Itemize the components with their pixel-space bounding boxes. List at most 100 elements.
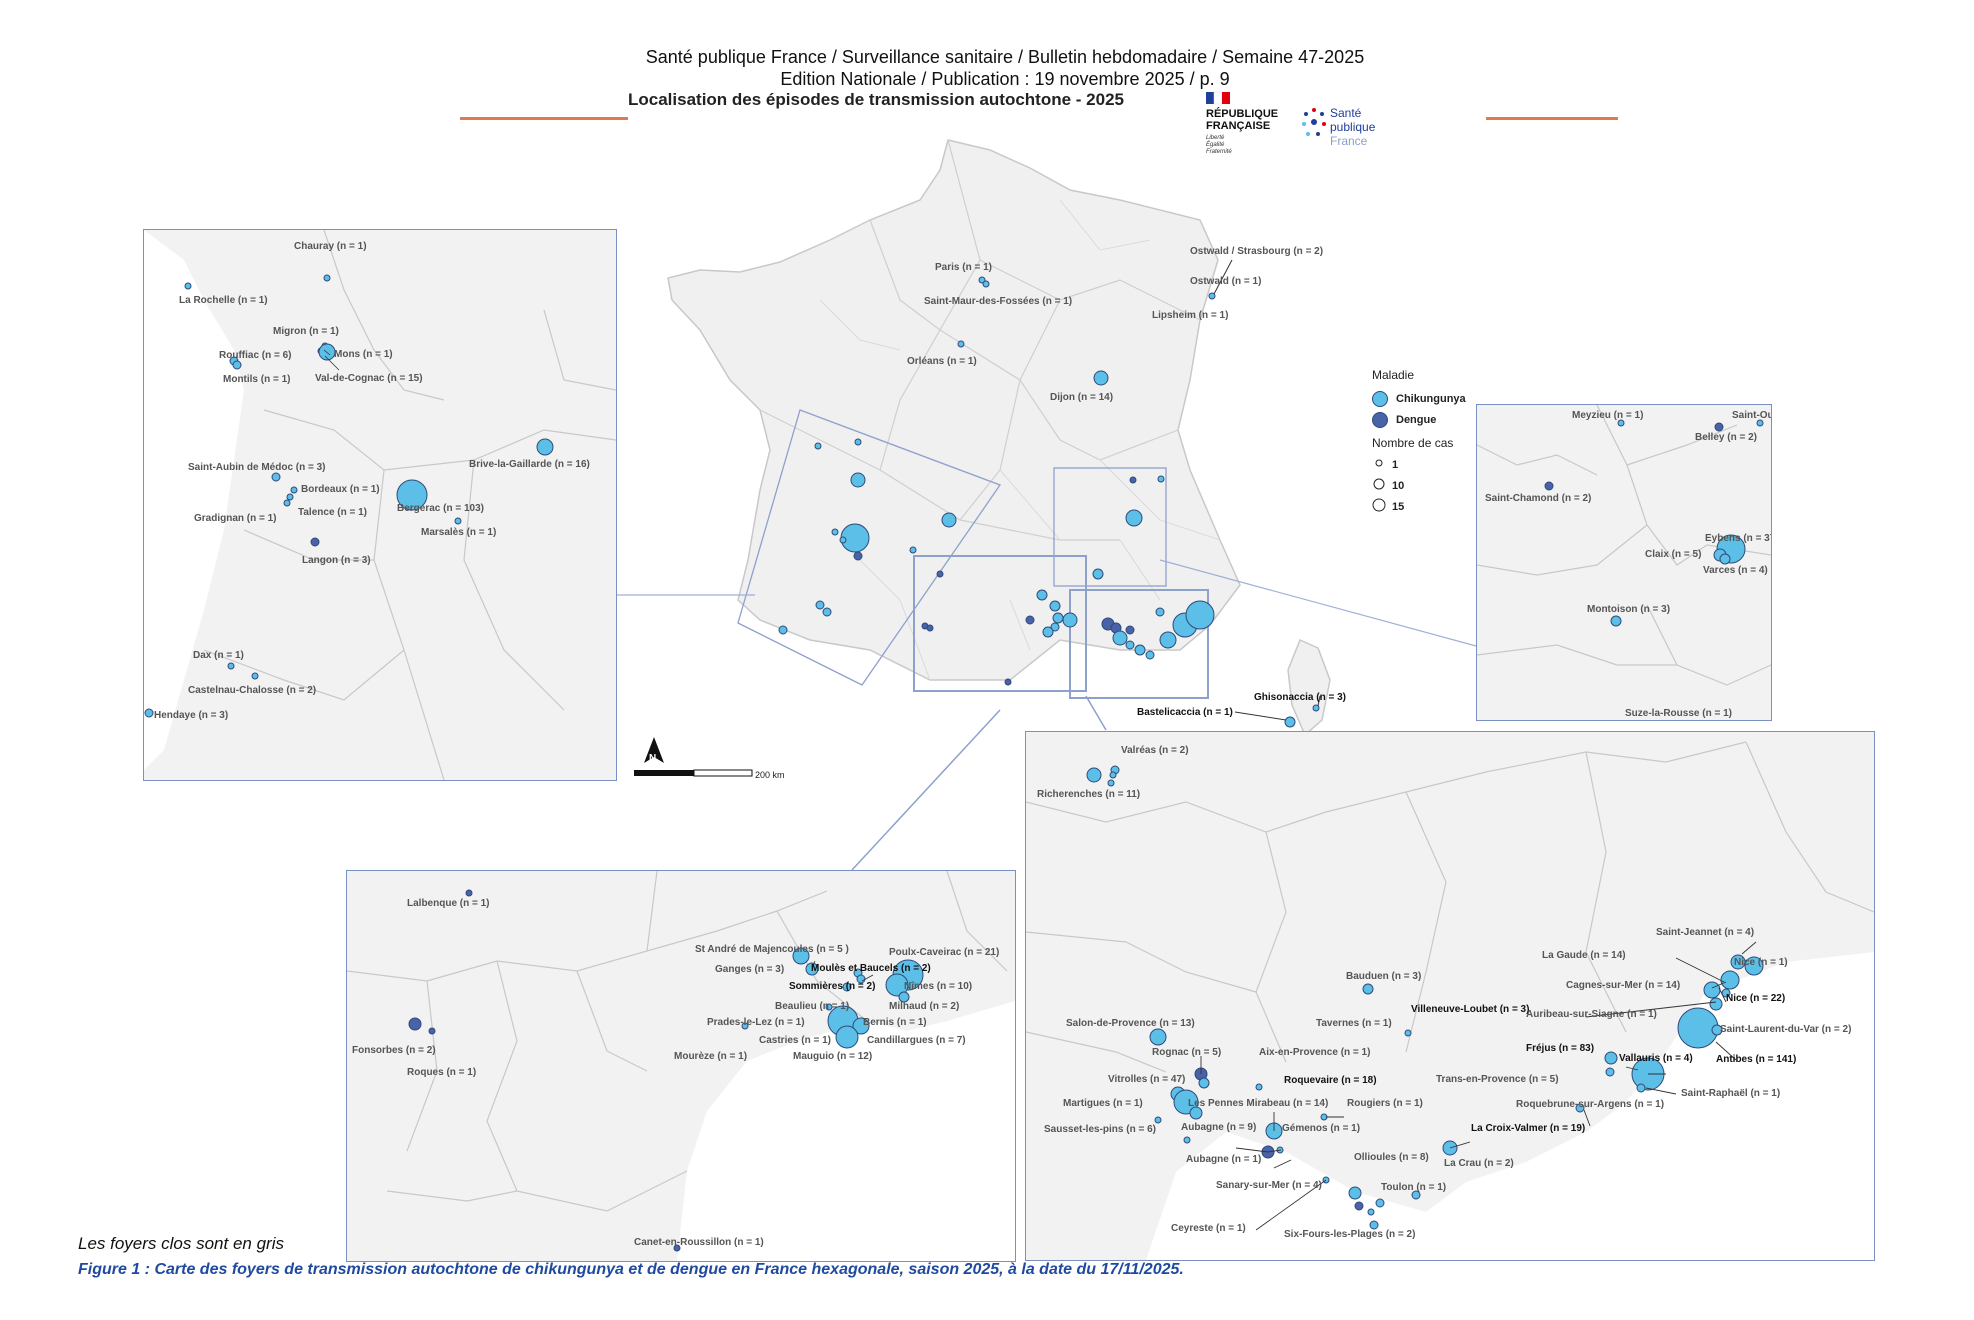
sante-publique-france-logo: Santé publique France bbox=[1300, 104, 1390, 150]
point-dengue bbox=[1354, 1201, 1364, 1211]
point-chik bbox=[852, 1017, 870, 1035]
label-les-pennes: Les Pennes Mirabeau (n = 14) bbox=[1188, 1098, 1329, 1109]
label-gradignan: Gradignan (n = 1) bbox=[194, 513, 277, 524]
legend-title-disease: Maladie bbox=[1372, 368, 1415, 382]
label-milhaud: Milhaud (n = 2) bbox=[889, 1001, 960, 1012]
label-leader bbox=[1625, 1066, 1639, 1071]
label-leader bbox=[1675, 957, 1725, 983]
point-chik bbox=[227, 662, 235, 670]
label-saint-maur: Saint-Maur-des-Fossées (n = 1) bbox=[924, 296, 1073, 307]
label-leader bbox=[1585, 1001, 1717, 1018]
legend-item-dengue: Dengue bbox=[1372, 409, 1466, 430]
inset-frame-sud-ouest bbox=[737, 409, 1002, 686]
point-chik bbox=[1255, 1083, 1263, 1091]
label-leader bbox=[1317, 695, 1321, 707]
label-rougiers: Rougiers (n = 1) bbox=[1347, 1098, 1423, 1109]
label-saint-raphael: Saint-Raphaël (n = 1) bbox=[1681, 1088, 1781, 1099]
label-roquebrune: Roquebrune-sur-Argens (n = 1) bbox=[1516, 1099, 1665, 1110]
point-chik bbox=[184, 282, 192, 290]
label-suze: Suze-la-Rousse (n = 1) bbox=[1625, 708, 1732, 719]
sud-ouest-map bbox=[144, 230, 616, 780]
point-chik bbox=[1636, 1083, 1646, 1093]
point-chik bbox=[909, 546, 917, 554]
label-dijon: Dijon (n = 14) bbox=[1050, 392, 1114, 403]
point-chik bbox=[1154, 1116, 1162, 1124]
point-chik bbox=[1617, 419, 1625, 427]
label-valreas: Valréas (n = 2) bbox=[1121, 745, 1189, 756]
label-la-gaude: La Gaude (n = 14) bbox=[1542, 950, 1626, 961]
point-chik bbox=[885, 973, 909, 997]
label-gemenos: Gémenos (n = 1) bbox=[1282, 1123, 1361, 1134]
label-meyzieu: Meyzieu (n = 1) bbox=[1572, 410, 1644, 421]
legend-size-10: 10 bbox=[1372, 475, 1466, 496]
label-ostwald-strasbourg: Ostwald / Strasbourg (n = 2) bbox=[1190, 246, 1324, 257]
france-outline bbox=[667, 139, 1331, 737]
point-chik bbox=[1312, 704, 1320, 712]
point-chik bbox=[982, 280, 990, 288]
label-vallauris: Vallauris (n = 4) bbox=[1619, 1053, 1693, 1064]
point-chik bbox=[1369, 1220, 1379, 1230]
point-chik bbox=[1719, 553, 1731, 565]
label-leader bbox=[1583, 1109, 1591, 1127]
label-leader bbox=[1267, 1149, 1282, 1153]
label-villeneuve: Villeneuve-Loubet (n = 3) bbox=[1411, 1004, 1530, 1015]
point-chik bbox=[1605, 1067, 1615, 1077]
label-six-fours: Six-Fours-les-Plages (n = 2) bbox=[1284, 1229, 1416, 1240]
chik-swatch bbox=[1372, 390, 1388, 407]
spf-line3: France bbox=[1330, 134, 1368, 148]
label-belley: Belley (n = 2) bbox=[1695, 432, 1757, 443]
rf-motto3: Fraternité bbox=[1206, 149, 1232, 155]
point-dengue bbox=[853, 551, 863, 561]
header-line1: Santé publique France / Surveillance san… bbox=[645, 47, 1365, 67]
dengue-swatch bbox=[1372, 411, 1388, 428]
spf-line1: Santé bbox=[1330, 106, 1362, 120]
title-rule-right bbox=[1486, 117, 1618, 120]
north-label: N bbox=[649, 753, 657, 764]
legend: Maladie Chikungunya Dengue Nombre de cas… bbox=[1372, 368, 1466, 517]
rf-line2: FRANÇAISE bbox=[1206, 120, 1271, 132]
point-chik bbox=[1575, 1103, 1585, 1113]
rf-motto2: Égalité bbox=[1206, 142, 1225, 148]
label-saint-oura: Saint-Oura (n = 1) bbox=[1732, 410, 1771, 421]
point-chik bbox=[1109, 771, 1117, 779]
label-candillargues: Candillargues (n = 7) bbox=[867, 1035, 966, 1046]
label-eybens: Eybens (n = 37) bbox=[1705, 533, 1772, 544]
label-sanary: Sanary-sur-Mer (n = 4) bbox=[1216, 1180, 1322, 1191]
label-migron: Migron (n = 1) bbox=[273, 326, 339, 337]
spf-dots-icon bbox=[1302, 108, 1326, 136]
label-saint-chamond: Saint-Chamond (n = 2) bbox=[1485, 493, 1592, 504]
point-chik bbox=[1155, 607, 1165, 617]
point-chik bbox=[1052, 612, 1064, 624]
point-chik bbox=[839, 536, 847, 544]
label-sausset: Sausset-les-pins (n = 6) bbox=[1044, 1124, 1156, 1135]
point-chik bbox=[1093, 370, 1109, 386]
point-chik bbox=[1049, 600, 1061, 612]
point-chik bbox=[1125, 640, 1135, 650]
legend-size1-label: 1 bbox=[1392, 458, 1399, 471]
label-mons: Mons (n = 1) bbox=[334, 349, 393, 360]
point-chik bbox=[850, 472, 866, 488]
rhone-alpes-map bbox=[1477, 405, 1771, 686]
label-fonsorbes: Fonsorbes (n = 2) bbox=[352, 1045, 436, 1056]
label-val-de-cognac: Val-de-Cognac (n = 15) bbox=[315, 373, 423, 384]
label-richerenches: Richerenches (n = 11) bbox=[1037, 789, 1141, 800]
label-ollioules: Ollioules (n = 8) bbox=[1354, 1152, 1429, 1163]
point-chik bbox=[1149, 1028, 1167, 1046]
point-dengue bbox=[1714, 422, 1724, 432]
point-chik bbox=[1610, 615, 1622, 627]
legend-size-1: 1 bbox=[1372, 454, 1466, 475]
point-dengue bbox=[428, 1027, 436, 1035]
point-dengue bbox=[936, 570, 944, 578]
point-dengue bbox=[1544, 481, 1554, 491]
point-chik bbox=[1284, 716, 1296, 728]
point-chik bbox=[835, 1025, 859, 1049]
paca-map bbox=[1026, 732, 1874, 1260]
marianne-flag-icon bbox=[1206, 91, 1230, 105]
point-chik bbox=[1404, 1029, 1412, 1037]
occitanie-map bbox=[347, 871, 1015, 1261]
label-saint-aubin: Saint-Aubin de Médoc (n = 3) bbox=[188, 462, 326, 473]
point-chik bbox=[1720, 970, 1740, 990]
label-lipsheim: Lipsheim (n = 1) bbox=[1152, 310, 1229, 321]
point-chik bbox=[1157, 475, 1165, 483]
point-chik bbox=[1198, 1077, 1210, 1089]
